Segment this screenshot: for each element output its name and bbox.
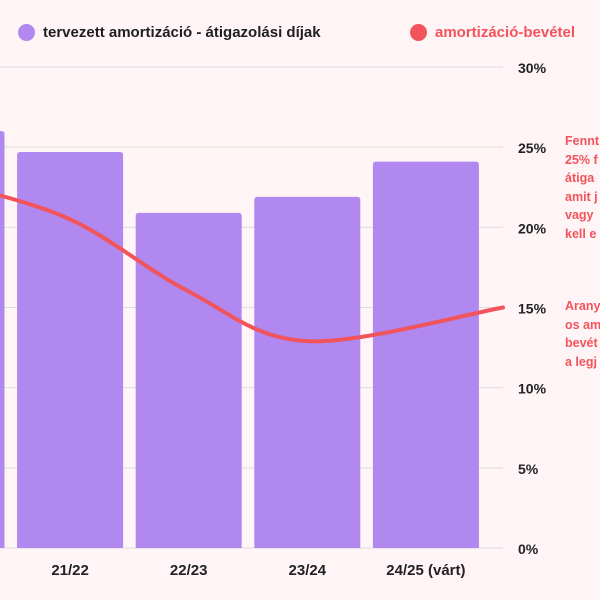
note-line: vagy [565, 208, 594, 222]
series-line [0, 193, 505, 344]
y-tick-label: 0% [518, 541, 539, 557]
bar [254, 196, 361, 548]
y-tick-label: 15% [518, 301, 547, 317]
note-line: 25% f [565, 152, 598, 167]
note-line: amit j [565, 189, 598, 204]
note-line: a legj [565, 354, 597, 369]
annotation-note-2: Arany os am bevét a legj [565, 297, 600, 371]
bar [0, 131, 5, 548]
note-line: Fennt [565, 134, 600, 148]
annotation-note-1: Fennt 25% f átiga amit j vagy kell e [565, 132, 600, 243]
legend-item-line: amortizáció-bevétel [410, 24, 575, 41]
note-line: bevét [565, 336, 598, 350]
bar [372, 161, 479, 548]
legend: tervezett amortizáció - átigazolási díja… [0, 24, 600, 54]
legend-item-bars: tervezett amortizáció - átigazolási díja… [18, 24, 321, 41]
legend-line-swatch [410, 24, 427, 41]
bar [135, 212, 242, 549]
note-line: os am [565, 317, 600, 332]
y-tick-label: 10% [518, 381, 547, 397]
y-tick-label: 20% [518, 220, 547, 236]
x-tick-label: 22/23 [170, 562, 208, 579]
x-tick-label: 21/22 [51, 562, 89, 579]
y-tick-label: 25% [518, 140, 547, 156]
y-tick-label: 5% [518, 461, 539, 477]
legend-bars-swatch [18, 24, 35, 41]
x-tick-label: 24/25 (várt) [386, 562, 465, 579]
bar [17, 151, 124, 548]
legend-line-label: amortizáció-bevétel [435, 24, 576, 41]
x-tick-label: 23/24 [289, 562, 327, 579]
note-line: kell e [565, 226, 597, 241]
y-tick-label: 30% [518, 60, 547, 76]
note-line: Arany [565, 299, 600, 313]
note-line: átiga [565, 171, 595, 185]
legend-bars-label: tervezett amortizáció - átigazolási díja… [43, 24, 321, 41]
